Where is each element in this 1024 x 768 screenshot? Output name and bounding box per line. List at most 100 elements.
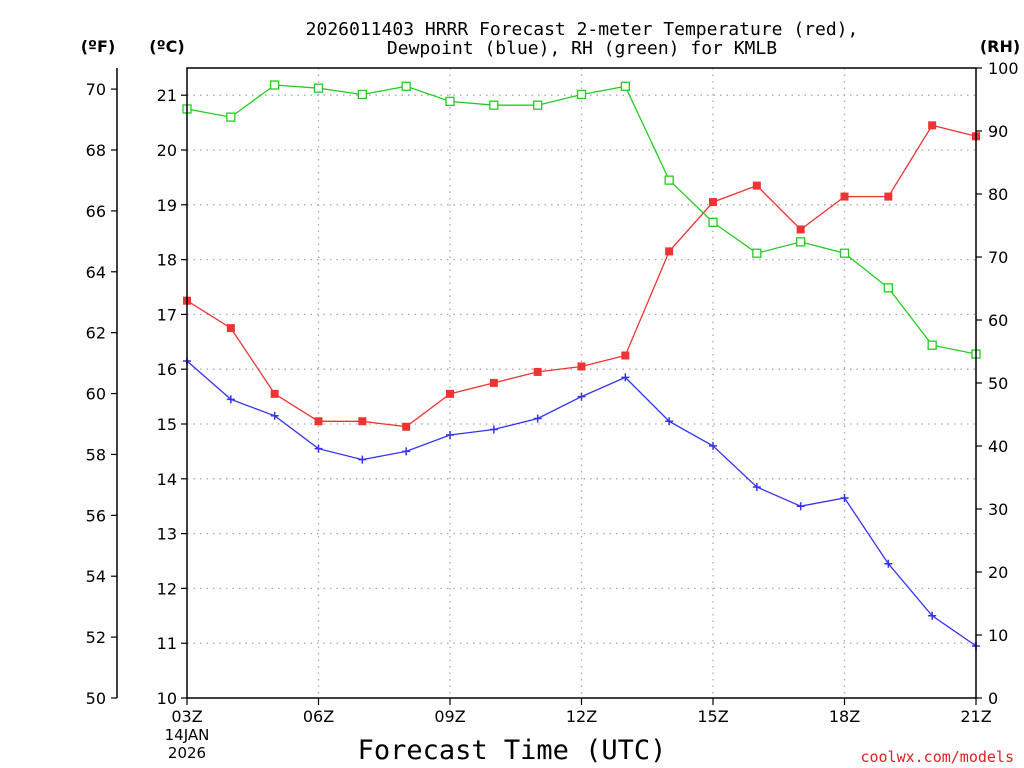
axes-layer: [116, 67, 977, 699]
rh-point: [708, 217, 718, 228]
rh-tick-label: 60: [988, 311, 1008, 330]
rh-point: [796, 237, 806, 247]
rh-point: [839, 248, 850, 258]
tick-layer: 10 11 12 13 14 15 16 17 18 19 20 21 50 52 54 56 58 60 62 64…: [86, 59, 1019, 726]
temperature-point: [577, 362, 586, 371]
rh-point: [357, 89, 367, 100]
rh-tick-label: 50: [988, 374, 1008, 393]
rh-point: [752, 248, 762, 258]
temperature-point: [358, 417, 367, 426]
fahrenheit-tick-label: 66: [86, 202, 106, 221]
dewpoint-point: [314, 444, 323, 453]
date-label-line-1: 14JAN: [165, 726, 210, 744]
temperature-point: [709, 198, 717, 207]
dewpoint-point: [533, 414, 542, 423]
celsius-tick-label: 21: [157, 86, 177, 105]
fahrenheit-tick-label: 58: [86, 445, 106, 464]
dewpoint-point: [840, 493, 849, 502]
temperature-point: [840, 192, 849, 201]
dewpoint-point: [709, 441, 717, 450]
dewpoint-point: [577, 392, 586, 401]
celsius-tick-label: 17: [157, 305, 177, 324]
temperature-point: [752, 181, 761, 190]
celsius-unit-label: (ºC): [149, 37, 184, 56]
rh-point: [226, 112, 236, 122]
celsius-tick-label: 19: [157, 196, 177, 215]
x-tick-label: 18Z: [829, 707, 860, 726]
fahrenheit-tick-label: 50: [86, 689, 106, 708]
watermark-text: coolwx.com/models: [860, 748, 1014, 766]
dewpoint-point: [928, 611, 937, 620]
celsius-tick-label: 10: [157, 689, 177, 708]
rh-point: [313, 83, 324, 93]
rh-point: [576, 89, 587, 100]
rh-unit-label: (RH): [980, 37, 1020, 56]
fahrenheit-tick-label: 54: [86, 567, 106, 586]
temperature-point: [621, 351, 630, 360]
rh-point: [445, 96, 455, 107]
rh-point: [270, 80, 280, 90]
rh-tick-label: 70: [988, 248, 1008, 267]
fahrenheit-unit-label: (ºF): [81, 37, 116, 56]
dewpoint-point: [402, 447, 411, 456]
rh-tick-label: 20: [988, 563, 1008, 582]
rh-point: [620, 81, 630, 91]
fahrenheit-tick-label: 70: [86, 80, 106, 99]
celsius-tick-label: 15: [157, 415, 177, 434]
temperature-point: [533, 367, 542, 376]
dewpoint-point: [489, 425, 498, 434]
fahrenheit-tick-label: 62: [86, 324, 106, 343]
temperature-point: [796, 225, 805, 234]
rh-tick-label: 30: [988, 500, 1008, 519]
temperature-point: [402, 422, 411, 431]
fahrenheit-tick-label: 64: [86, 263, 106, 282]
chart-title-line-2: Dewpoint (blue), RH (green) for KMLB: [387, 38, 777, 59]
celsius-tick-label: 20: [157, 141, 177, 160]
rh-tick-label: 90: [988, 122, 1008, 141]
dewpoint-point: [270, 411, 279, 420]
dewpoint-point: [796, 502, 805, 511]
dewpoint-point: [665, 417, 674, 426]
rh-tick-label: 0: [988, 689, 998, 708]
celsius-tick-label: 13: [157, 525, 177, 544]
fahrenheit-tick-label: 52: [86, 628, 106, 647]
rh-tick-label: 10: [988, 626, 1008, 645]
dewpoint-point: [752, 483, 761, 492]
rh-tick-label: 80: [988, 185, 1008, 204]
temperature-point: [884, 192, 893, 201]
x-tick-label: 09Z: [434, 707, 465, 726]
date-label-line-2: 2026: [168, 744, 206, 762]
celsius-tick-label: 11: [157, 634, 177, 653]
temperature-point: [446, 389, 454, 398]
rh-point: [533, 100, 543, 110]
x-axis-label: Forecast Time (UTC): [358, 735, 667, 766]
temperature-point: [270, 389, 279, 398]
series-layer: [182, 80, 981, 650]
temperature-point: [489, 378, 498, 387]
dewpoint-point: [358, 455, 367, 464]
temperature-point: [314, 417, 323, 426]
celsius-tick-label: 12: [157, 579, 177, 598]
x-tick-label: 21Z: [960, 707, 991, 726]
dewpoint-point: [621, 373, 630, 382]
rh-tick-label: 40: [988, 437, 1008, 456]
grid-lines: [187, 68, 976, 698]
temperature-point: [928, 121, 937, 130]
celsius-tick-label: 14: [157, 470, 177, 489]
dewpoint-point: [884, 559, 893, 568]
dewpoint-point: [226, 395, 235, 404]
temperature-point: [665, 247, 674, 256]
temperature-point: [226, 324, 235, 333]
x-tick-label: 12Z: [566, 707, 597, 726]
dewpoint-line: [186, 360, 977, 647]
rh-tick-label: 100: [988, 59, 1019, 78]
chart-title-line-1: 2026011403 HRRR Forecast 2-meter Tempera…: [306, 19, 859, 40]
x-tick-label: 03Z: [171, 707, 202, 726]
rh-line: [186, 84, 977, 355]
rh-point: [664, 175, 674, 185]
celsius-tick-label: 18: [157, 251, 177, 270]
fahrenheit-tick-label: 56: [86, 506, 106, 525]
fahrenheit-tick-label: 68: [86, 141, 106, 160]
celsius-tick-label: 16: [157, 360, 177, 379]
